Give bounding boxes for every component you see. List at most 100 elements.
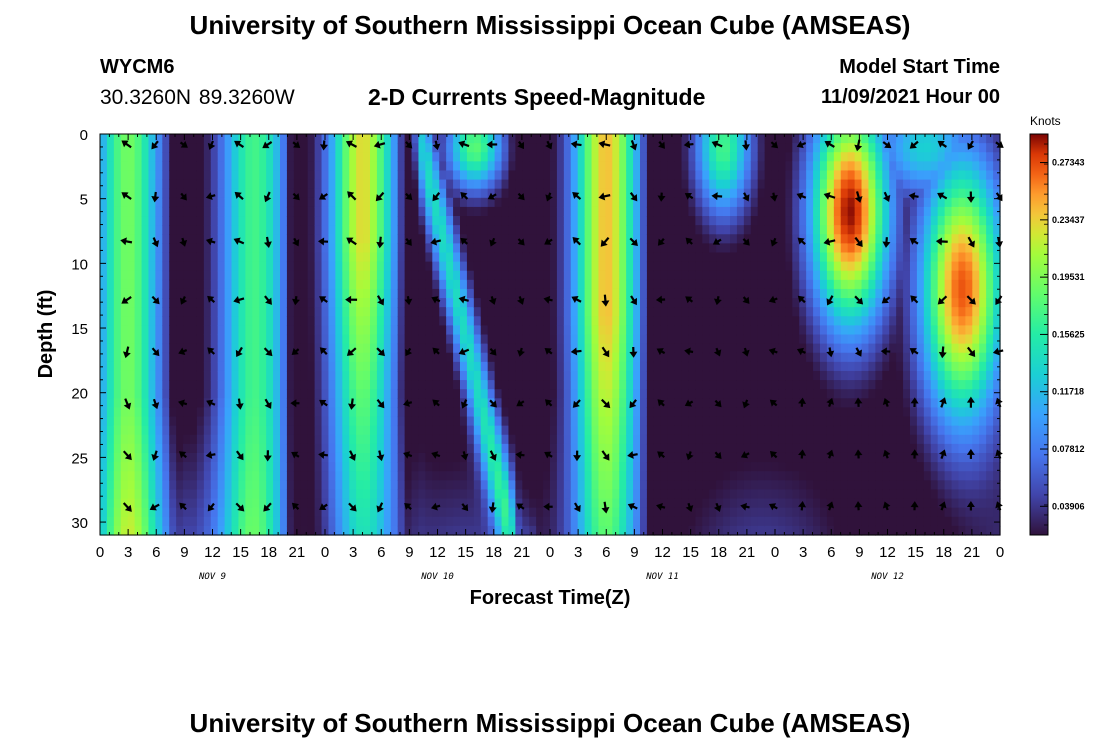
heatmap-cell: [245, 252, 253, 263]
heatmap-cell: [813, 170, 821, 181]
heatmap-cell: [349, 161, 357, 172]
heatmap-cell: [259, 370, 267, 381]
heatmap-cell: [501, 134, 510, 144]
heatmap-cell: [210, 462, 219, 472]
heatmap-cell: [764, 489, 773, 500]
heatmap-cell: [619, 389, 627, 399]
heatmap-cell: [328, 471, 336, 481]
heatmap-cell: [626, 188, 634, 199]
heatmap-cell: [626, 370, 634, 381]
heatmap-cell: [730, 398, 738, 409]
heatmap-cell: [196, 343, 205, 354]
heatmap-cell: [764, 361, 773, 372]
heatmap-cell: [100, 179, 108, 190]
heatmap-cell: [660, 480, 669, 491]
heatmap-cell: [591, 225, 600, 235]
heatmap-cell: [653, 143, 662, 153]
heatmap-cell: [792, 416, 800, 427]
heatmap-cell: [750, 462, 759, 472]
heatmap-cell: [425, 416, 433, 427]
heatmap-cell: [473, 179, 482, 190]
heatmap-cell: [494, 343, 503, 354]
heatmap-cell: [342, 279, 350, 290]
heatmap-cell: [148, 352, 156, 363]
heatmap-cell: [210, 188, 219, 199]
heatmap-cell: [584, 143, 593, 153]
heatmap-cell: [370, 325, 378, 336]
heatmap-cell: [383, 216, 392, 226]
heatmap-cell: [833, 507, 842, 518]
heatmap-cell: [847, 243, 856, 254]
heatmap-cell: [771, 370, 780, 381]
heatmap-cell: [875, 298, 883, 308]
heatmap-cell: [487, 480, 496, 491]
heatmap-cell: [813, 225, 821, 235]
heatmap-cell: [736, 143, 745, 153]
heatmap-cell: [688, 389, 696, 399]
heatmap-cell: [868, 243, 876, 254]
heatmap-cell: [127, 334, 136, 345]
heatmap-cell: [487, 134, 496, 144]
heatmap-cell: [522, 380, 530, 390]
heatmap-cell: [536, 480, 544, 491]
heatmap-cell: [730, 471, 738, 481]
heatmap-cell: [508, 134, 516, 144]
heatmap-cell: [854, 425, 863, 436]
heatmap-cell: [667, 170, 676, 181]
heatmap-cell: [106, 516, 115, 527]
heatmap-cell: [840, 489, 849, 500]
heatmap-cell: [688, 279, 696, 290]
heatmap-cell: [446, 507, 454, 518]
heatmap-cell: [577, 434, 586, 445]
heatmap-cell: [210, 498, 219, 509]
heatmap-cell: [210, 325, 219, 336]
heatmap-cell: [709, 525, 717, 536]
heatmap-cell: [646, 516, 655, 527]
heatmap-cell: [446, 398, 454, 409]
heatmap-cell: [190, 188, 198, 199]
heatmap-cell: [750, 425, 759, 436]
heatmap-cell: [460, 443, 468, 454]
heatmap-cell: [619, 462, 627, 472]
heatmap-cell: [134, 434, 143, 445]
heatmap-cell: [480, 489, 489, 500]
heatmap-cell: [702, 234, 710, 244]
heatmap-cell: [252, 252, 260, 263]
heatmap-cell: [577, 443, 586, 454]
heatmap-cell: [674, 216, 683, 226]
heatmap-cell: [335, 270, 343, 281]
heatmap-cell: [543, 370, 551, 381]
heatmap-cell: [127, 389, 136, 399]
heatmap-cell: [487, 206, 496, 217]
heatmap-cell: [113, 443, 122, 454]
heatmap-cell: [460, 243, 468, 254]
heatmap-cell: [446, 288, 454, 299]
heatmap-cell: [432, 380, 440, 390]
heatmap-cell: [778, 425, 786, 436]
heatmap-cell: [688, 370, 696, 381]
heatmap-cell: [861, 507, 870, 518]
heatmap-cell: [356, 279, 364, 290]
heatmap-cell: [868, 179, 876, 190]
heatmap-cell: [764, 179, 773, 190]
heatmap-cell: [556, 288, 565, 299]
heatmap-cell: [176, 225, 184, 235]
heatmap-cell: [667, 507, 676, 518]
heatmap-cell: [771, 288, 780, 299]
heatmap-cell: [730, 279, 738, 290]
heatmap-cell: [446, 462, 454, 472]
heatmap-cell: [501, 498, 510, 509]
heatmap-cell: [106, 370, 115, 381]
heatmap-cell: [640, 206, 648, 217]
heatmap-cell: [813, 462, 821, 472]
heatmap-cell: [224, 352, 233, 363]
heatmap-cell: [286, 288, 295, 299]
heatmap-cell: [453, 489, 461, 500]
heatmap-cell: [743, 407, 752, 418]
heatmap-cell: [702, 279, 710, 290]
heatmap-cell: [605, 370, 613, 381]
heatmap-cell: [425, 352, 433, 363]
heatmap-cell: [792, 389, 800, 399]
heatmap-cell: [723, 152, 731, 162]
heatmap-cell: [224, 361, 233, 372]
